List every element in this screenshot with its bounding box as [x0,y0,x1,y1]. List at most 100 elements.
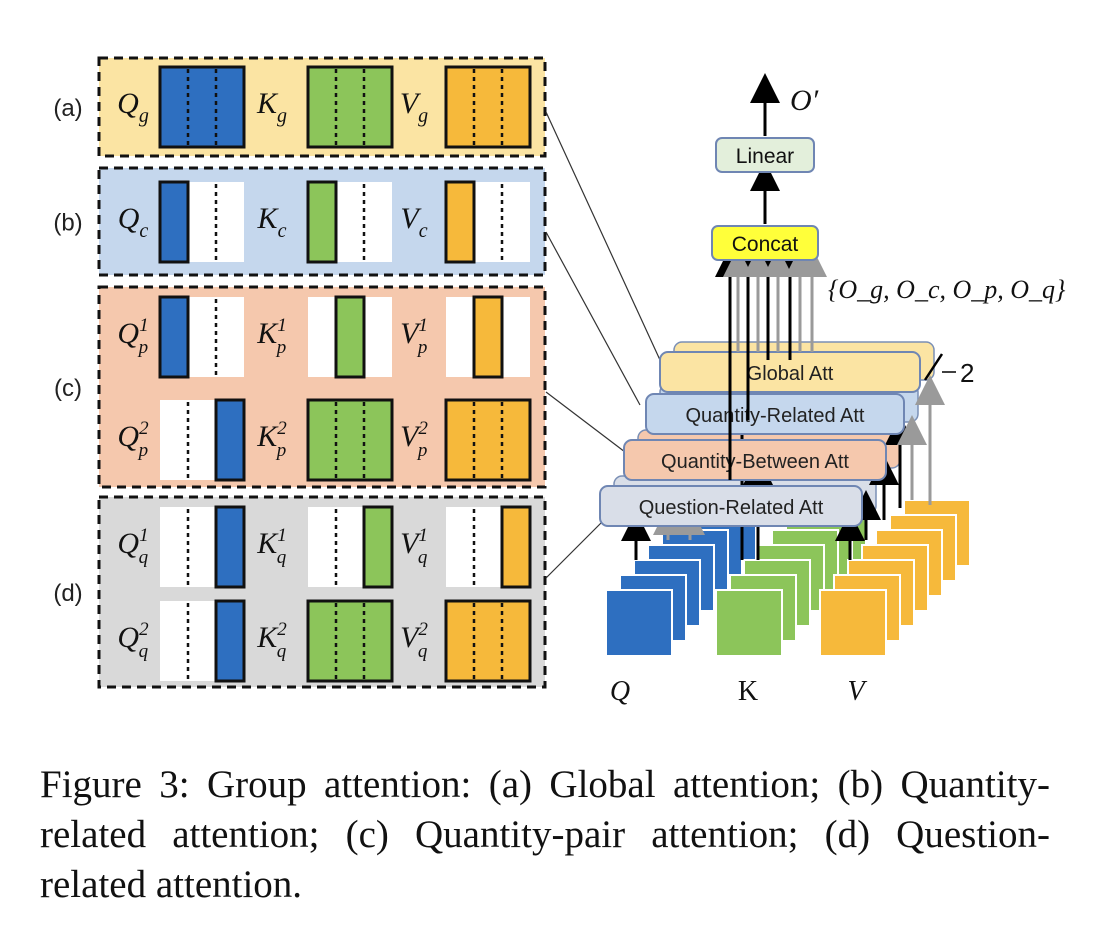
label-main: V [400,87,422,120]
label-sub: c [419,220,428,242]
matrix-block-k [308,295,392,379]
input-stack-v [819,499,971,657]
matrix-label-k: K1 q [256,525,287,568]
panel-connector-lines [545,111,661,579]
label-sup: 1 [277,315,287,336]
matrix-head [500,505,532,589]
label-main: V [400,527,422,560]
panel-label: (d) [53,580,82,607]
matrix-block-v [444,180,530,264]
matrix-label-q: Qg [117,87,149,127]
matrix-label-q: Qc [118,202,149,242]
matrix-block-v [446,295,530,379]
label-main: K [257,202,280,235]
connector-line [545,111,661,361]
label-sub: q [139,641,149,662]
matrix-full [444,65,532,149]
label-main: Q [117,420,139,453]
layer-count-label: 2 [960,358,974,388]
matrix-block-k [306,65,394,149]
connector-line [545,391,626,453]
label-sup: 1 [418,525,428,546]
label-sub: p [137,337,149,358]
label-sub: q [418,641,428,662]
label-sub: c [139,220,148,242]
matrix-block-k [306,599,394,683]
matrix-head [472,295,504,379]
concat-box [711,225,819,261]
panel-d: (d)Q1 q K1 q V1 qQ2 q K2 q V2 q [53,495,547,689]
panel-label: (b) [53,210,82,237]
layer-label: Quantity-Between Att [661,451,849,473]
label-sub: p [416,337,428,358]
label-main: V [400,317,422,350]
matrix-head [362,505,394,589]
attention-layer: Global Att [659,351,921,393]
panel-b: (b) Qc Kc Vc [53,166,547,277]
matrix-label-k: K1 p [256,315,287,358]
matrix-block-q [158,180,244,264]
label-sub: q [139,547,149,568]
panel-a: (a) Qg Kg Vg [53,56,547,158]
matrix-label-q: Q1 p [117,315,148,358]
matrix-label-q: Q1 q [117,525,148,568]
connector-line [545,231,641,406]
matrix-full [444,398,532,482]
matrix-block-q [160,398,246,482]
label-sub: q [418,547,428,568]
label-sup: 2 [139,619,149,640]
matrix-block-k [308,505,394,589]
panel-label: (a) [53,95,82,122]
matrix-label-v: V1 q [400,525,428,568]
matrix-full [444,599,532,683]
outputs-set-label: {O_g, O_c, O_p, O_q} [828,275,1066,304]
matrix-full [158,65,246,149]
label-sup: 1 [139,315,149,336]
matrix-head [444,180,476,264]
label-sup: 2 [277,619,287,640]
layer-box [623,439,887,481]
output-label: O′ [790,84,819,117]
label-sub: c [278,220,287,242]
matrix-block-q [158,65,246,149]
panel-label: (c) [54,375,82,402]
input-stack-q [605,499,757,657]
label-sub: p [416,440,428,461]
matrix-head [306,180,338,264]
panel-c: (c)Q1 p K1 p V1 pQ2 p K2 p V2 p [54,285,547,489]
label-sup: 2 [277,418,287,439]
label-main: Q [117,621,139,654]
connector-line [545,519,605,579]
layer-box [645,393,905,435]
label-main: Q [117,527,139,560]
linear-box [715,137,815,173]
label-main: Q [117,317,139,350]
matrix-label-q: Q2 q [117,619,149,662]
matrix-block-v [446,505,532,589]
label-sub: g [139,105,149,127]
label-sub: p [275,337,287,358]
matrix-label-v: Vg [400,87,428,127]
matrix-label-v: Vc [400,202,427,242]
linear-label: Linear [736,145,794,168]
matrix-full [306,398,394,482]
matrix-label-v: V2 q [400,619,428,662]
matrix-label-k: Kg [256,87,287,127]
label-main: K [256,621,279,654]
label-sup: 2 [139,418,149,439]
label-sub: q [277,641,287,662]
attention-layer: Question-Related Att [599,485,863,527]
figure-caption: Figure 3: Group attention: (a) Global at… [40,763,1050,906]
matrix-label-v: V2 p [400,418,428,461]
input-label: K [738,676,758,707]
matrix-block-v [444,398,532,482]
matrix-label-v: V1 p [400,315,428,358]
multihead-attention-stack: Global Att Quantity-Related Att Quantity-B… [599,73,1066,707]
label-sub: g [418,105,428,127]
matrix-head [158,295,190,379]
input-head-cube [715,589,783,657]
matrix-block-v [444,65,532,149]
layer-box [599,485,863,527]
matrix-block-q [160,505,246,589]
